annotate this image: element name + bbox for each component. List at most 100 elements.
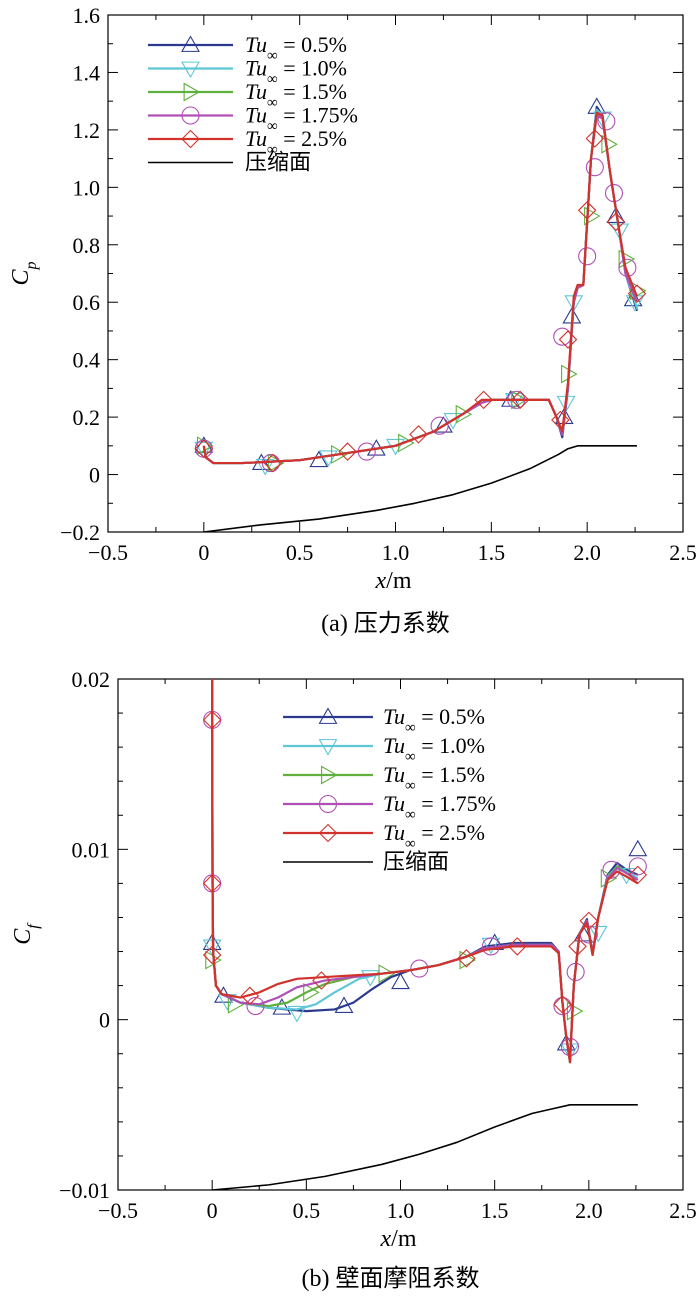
legend-label-value: = 1.0% <box>278 56 347 81</box>
series-tuinf-2-5-marker <box>312 971 331 990</box>
series-tuinf-2-5-marker <box>606 212 626 232</box>
legend-label-value: = 2.5% <box>416 820 485 845</box>
series-tuinf-2-5-marker <box>263 453 283 473</box>
legend-triangle-up-icon <box>181 35 200 52</box>
series-tuinf-0-5-marker <box>623 289 643 307</box>
figure-caption: (a) 压力系数 <box>321 610 450 637</box>
x-tick-label: 0 <box>207 1198 218 1223</box>
legend-label-main: Tu <box>245 103 267 128</box>
series-tuinf-2-5-marker <box>553 995 572 1014</box>
series-tuinf-2-5-marker <box>585 129 605 148</box>
series-tuinf-1-5-marker <box>566 1001 584 1021</box>
x-tick-label: 1.5 <box>481 1198 509 1223</box>
series-tuinf-2-5-marker <box>457 949 476 968</box>
chart-skin-friction-coefficient: −0.5 0 0.5 1.0 1.5 2.0 2.5 −0.01 0 0.01 0.02 x/m Cf (… <box>10 667 697 1292</box>
series-tuinf-1-75-marker <box>430 416 449 435</box>
legend-label-value: = 0.5% <box>416 704 485 729</box>
legend-label-main: Tu <box>383 704 405 729</box>
chart-pressure-coefficient: −0.5 0 0.5 1.0 1.5 2.0 2.5 −0.2 0 0.2 0.4 0.6 0.8 1.0… <box>8 3 697 637</box>
series-tuinf-1-75-marker <box>602 860 621 879</box>
plot-area <box>202 679 648 1190</box>
series-tuinf-2-5-line <box>211 679 639 1064</box>
legend-label: Tu∞ = 1.0% <box>245 56 347 88</box>
legend-label: Tu∞ = 2.5% <box>383 820 485 852</box>
series-tuinf-1-5-marker <box>398 433 415 453</box>
legend-label: Tu∞ = 1.5% <box>245 79 347 111</box>
y-tick-label: 0.8 <box>73 233 101 258</box>
series-tuinf-1-5-marker <box>618 249 636 269</box>
series-tuinf-1-75-marker <box>618 258 637 277</box>
legend: Tu∞ = 0.5%Tu∞ = 1.0%Tu∞ = 1.5%Tu∞ = 1.75… <box>148 32 358 175</box>
legend-label-sub: ∞ <box>267 119 278 135</box>
y-tick-label: 1.0 <box>73 175 101 200</box>
series-tuinf-2-5-marker <box>551 410 570 430</box>
series-tuinf-2-5-marker <box>194 439 214 458</box>
series-tuinf-0-5-marker <box>606 206 626 223</box>
legend-label-sub: ∞ <box>405 720 416 736</box>
legend-label-main: 压缩面 <box>383 849 449 874</box>
series-tuinf-2-5-line <box>202 111 639 465</box>
series-tuinf-2-5-marker <box>628 865 648 885</box>
series-tuinf-1-75-marker <box>628 857 647 876</box>
legend-label: Tu∞ = 1.75% <box>383 791 496 823</box>
legend-label: Tu∞ = 2.5% <box>245 126 347 158</box>
y-axis-symbol: C <box>8 269 34 286</box>
series-tuinf-1-75-marker <box>481 937 500 956</box>
series-tuinf-1-75-marker <box>410 959 429 978</box>
y-tick-label: 1.4 <box>73 60 101 85</box>
series-tuinf-1-5-marker <box>600 868 618 888</box>
legend-label: Tu∞ = 0.5% <box>383 704 485 736</box>
x-tick-label: 0.5 <box>293 1198 321 1223</box>
series-tuinf-1-0-marker <box>255 459 275 476</box>
legend-label-sub: ∞ <box>267 48 278 64</box>
legend-label-value: = 1.5% <box>416 762 485 787</box>
x-tick-label: 1.0 <box>382 540 410 565</box>
legend-label-main: 压缩面 <box>245 150 311 175</box>
series-tuinf-1-0-marker <box>194 441 214 459</box>
legend-label-value: = 1.5% <box>278 79 347 104</box>
series-tuinf-1-0-marker <box>588 925 608 943</box>
y-tick-label: 0.6 <box>73 290 101 315</box>
y-axis-subscript: f <box>25 922 42 929</box>
legend-triangle-right-icon <box>183 82 201 102</box>
series-tuinf-1-0-marker <box>610 223 630 241</box>
series-tuinf-0-5-marker <box>628 839 648 857</box>
y-tick-label: 0.01 <box>72 837 111 862</box>
series-tuinf-2-5-marker <box>240 986 260 1006</box>
x-tick-label: −0.5 <box>98 1198 138 1223</box>
legend-diamond-icon <box>181 129 200 149</box>
series-tuinf-0-5-marker <box>391 972 410 990</box>
legend-triangle-up-icon <box>318 707 338 724</box>
legend-label-sub: ∞ <box>267 95 278 111</box>
series-tuinf-2-5-marker <box>338 442 357 461</box>
series-tuinf-1-5-marker <box>267 453 285 473</box>
y-axis-symbol: C <box>10 928 36 945</box>
legend-label: 压缩面 <box>383 849 449 874</box>
legend-label-value: = 1.75% <box>278 103 358 128</box>
series-tuinf-1-75-marker <box>578 247 597 266</box>
series-tuinf-2-5-marker <box>202 945 222 965</box>
legend-label-value: = 1.0% <box>416 733 485 758</box>
legend-label-main: Tu <box>245 56 267 81</box>
y-tick-label: −0.2 <box>60 520 100 545</box>
legend-label: Tu∞ = 1.75% <box>245 103 358 135</box>
legend-label: 压缩面 <box>245 150 311 175</box>
series-tuinf-2-5-marker <box>510 390 530 410</box>
y-tick-label: 0 <box>99 1008 110 1033</box>
series-tuinf-0-5-marker <box>309 450 329 468</box>
x-tick-label: 0.5 <box>286 540 314 565</box>
series-tuinf-1-0-marker <box>443 413 463 430</box>
series-tuinf-2-5-marker <box>202 710 222 730</box>
series-tuinf-1-75-marker <box>246 996 265 1016</box>
legend-label-sub: ∞ <box>405 807 416 823</box>
legend-triangle-down-icon <box>318 739 338 756</box>
x-tick-label: 1.0 <box>387 1198 415 1223</box>
series-tuinf-0-5-marker <box>272 998 292 1015</box>
y-axis-subscript: p <box>23 261 40 270</box>
y-axis-label: Cf <box>10 922 42 945</box>
series-tuinf-1-5-marker <box>455 404 473 424</box>
x-tick-label: 1.5 <box>478 540 506 565</box>
series-x-line <box>212 1104 638 1190</box>
y-tick-label: 0.4 <box>73 348 101 373</box>
